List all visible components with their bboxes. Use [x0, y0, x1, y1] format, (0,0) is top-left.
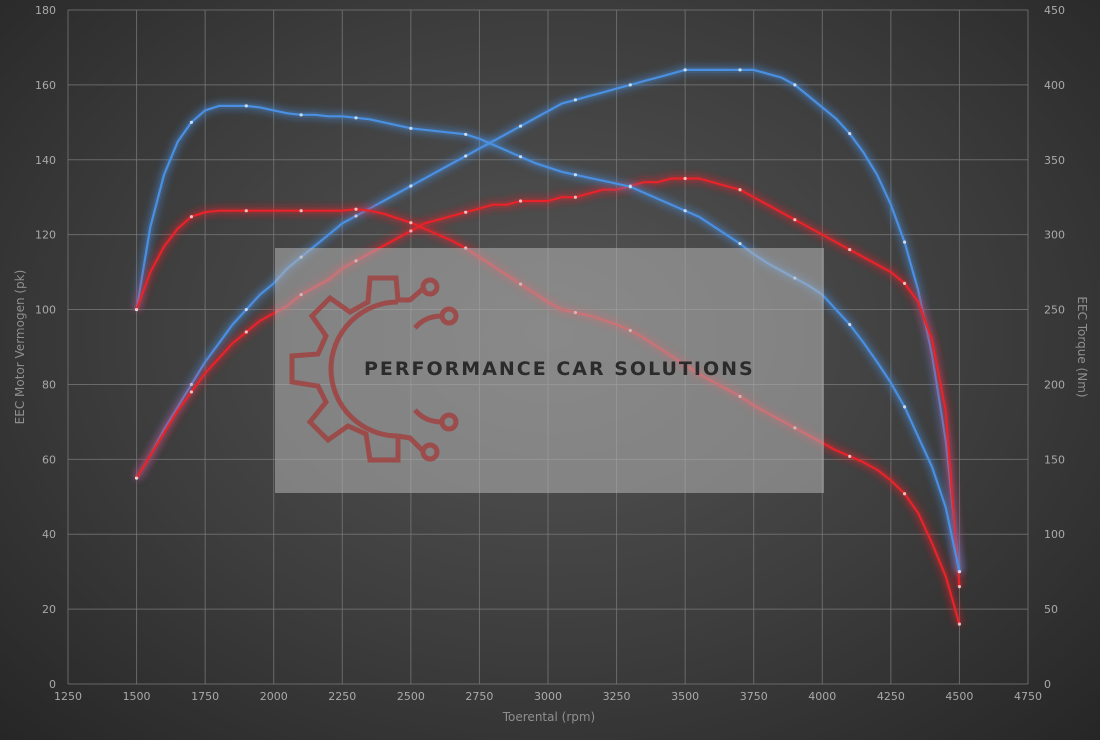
- y-right-tick-label: 450: [1044, 4, 1065, 17]
- power-stock-point: [793, 218, 797, 222]
- x-tick-label: 3500: [671, 690, 699, 703]
- x-tick-label: 1250: [54, 690, 82, 703]
- power-stock-point: [902, 281, 907, 285]
- x-tick-label: 4500: [945, 690, 973, 703]
- power-stock-point: [409, 229, 413, 233]
- y-left-tick-label: 80: [42, 378, 56, 391]
- x-tick-label: 1500: [123, 690, 151, 703]
- power-stock-point: [738, 188, 742, 192]
- power-tuned-point: [518, 124, 523, 128]
- y-left-tick-label: 180: [35, 4, 56, 17]
- watermark-text: PERFORMANCE CAR SOLUTIONS: [364, 358, 755, 380]
- y-right-tick-label: 400: [1044, 79, 1065, 92]
- y-right-tick-label: 100: [1044, 528, 1065, 541]
- power-stock-point: [957, 585, 962, 589]
- torque-tuned-point: [573, 173, 578, 177]
- y-left-tick-label: 40: [42, 528, 56, 541]
- torque-tuned-point: [628, 185, 632, 189]
- power-tuned-point: [738, 68, 742, 72]
- watermark: PERFORMANCE CAR SOLUTIONS: [275, 248, 824, 493]
- x-axis-title: Toerental (rpm): [502, 710, 595, 724]
- torque-tuned-point: [244, 104, 248, 108]
- torque-stock-point: [354, 207, 358, 211]
- torque-tuned-point: [409, 126, 413, 130]
- x-tick-label: 4250: [877, 690, 905, 703]
- y-right-tick-label: 250: [1044, 304, 1065, 317]
- y-right-tick-label: 300: [1044, 229, 1065, 242]
- y-left-tick-label: 140: [35, 154, 56, 167]
- power-stock-line: [135, 177, 961, 587]
- torque-tuned-point: [354, 116, 358, 120]
- torque-stock-point: [902, 492, 907, 496]
- power-stock-point: [518, 199, 523, 203]
- power-tuned-point: [848, 131, 852, 136]
- tick-layer: 1250 1500 1750 2000 2250 2500 2750 3000 3250 3500…: [35, 4, 1065, 703]
- power-stock-point: [189, 390, 194, 394]
- power-stock-point: [464, 210, 468, 214]
- power-tuned-point: [902, 240, 907, 244]
- torque-tuned-point: [738, 242, 742, 246]
- x-tick-label: 2250: [328, 690, 356, 703]
- y-left-tick-label: 120: [35, 229, 56, 242]
- torque-stock-point: [848, 454, 852, 458]
- y-left-tick-label: 20: [42, 603, 56, 616]
- torque-tuned-point: [299, 113, 303, 117]
- y-right-tick-label: 50: [1044, 603, 1058, 616]
- x-tick-label: 2500: [397, 690, 425, 703]
- power-stock-point: [134, 476, 139, 480]
- torque-tuned-point: [683, 209, 687, 213]
- x-tick-label: 3750: [740, 690, 768, 703]
- torque-stock-point: [957, 622, 962, 626]
- torque-stock-point: [299, 209, 303, 213]
- torque-tuned-point: [518, 155, 523, 159]
- y-right-tick-label: 350: [1044, 154, 1065, 167]
- power-tuned-point: [354, 214, 358, 218]
- power-tuned-point: [573, 98, 578, 102]
- torque-tuned-point: [464, 132, 468, 136]
- power-tuned-point: [244, 307, 248, 312]
- power-tuned-line: [135, 68, 961, 572]
- x-tick-label: 4750: [1014, 690, 1042, 703]
- power-stock-point: [244, 330, 248, 334]
- y-right-axis-title: EEC Torque (Nm): [1075, 296, 1089, 397]
- x-tick-label: 2000: [260, 690, 288, 703]
- y-right-tick-label: 200: [1044, 378, 1065, 391]
- y-left-tick-label: 160: [35, 79, 56, 92]
- y-right-tick-label: 150: [1044, 453, 1065, 466]
- x-tick-label: 4000: [808, 690, 836, 703]
- torque-stock-point: [409, 221, 413, 225]
- power-tuned-point: [793, 83, 797, 87]
- power-tuned-point: [189, 382, 194, 387]
- x-tick-label: 1750: [191, 690, 219, 703]
- power-stock-point: [683, 176, 687, 181]
- power-tuned-point: [409, 184, 413, 188]
- y-left-axis-title: EEC Motor Vermogen (pk): [13, 270, 27, 425]
- y-left-tick-label: 60: [42, 453, 56, 466]
- x-tick-label: 3250: [603, 690, 631, 703]
- power-tuned-point: [683, 68, 687, 72]
- power-stock-point: [573, 195, 578, 199]
- x-tick-label: 2750: [465, 690, 493, 703]
- torque-tuned-point: [848, 322, 852, 327]
- torque-stock-point: [244, 209, 248, 213]
- torque-tuned-point: [902, 405, 907, 409]
- x-tick-label: 3000: [534, 690, 562, 703]
- torque-tuned-point: [189, 120, 194, 124]
- torque-stock-point: [134, 307, 139, 312]
- y-right-tick-label: 0: [1044, 678, 1051, 691]
- torque-stock-point: [189, 215, 194, 219]
- gear-logo-icon: [289, 275, 459, 463]
- power-tuned-point: [464, 154, 468, 158]
- torque-tuned-point: [957, 570, 962, 574]
- y-left-tick-label: 100: [35, 304, 56, 317]
- power-stock-point: [848, 248, 852, 252]
- y-left-tick-label: 0: [49, 678, 56, 691]
- power-tuned-point: [628, 83, 632, 87]
